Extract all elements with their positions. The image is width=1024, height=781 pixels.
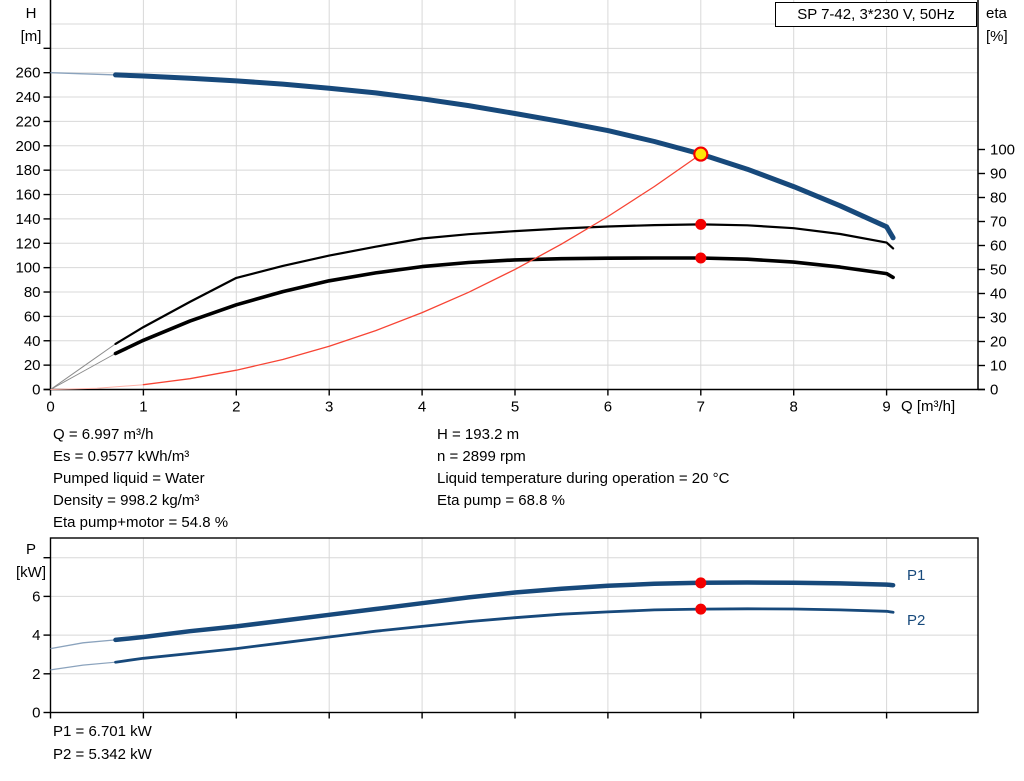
q-tick-label: 1 [139,399,147,416]
eta-tick-label: 80 [990,190,1007,207]
h-tick-label: 240 [15,89,40,106]
h-tick-label: 60 [24,308,41,325]
h-tick-label: 120 [15,235,40,252]
annotation-n: n = 2899 rpm [437,448,526,465]
annotation-es: Es = 0.9577 kWh/m³ [53,448,190,465]
duty-point-eta-pump-motor [695,252,707,264]
h-tick-label: 200 [15,138,40,155]
annotation-density: Density = 998.2 kg/m³ [53,492,200,509]
eta-pump-motor-curve-thin-segment [50,353,116,390]
h-tick-label: 80 [24,284,41,301]
eta-pump-motor-curve [113,256,895,356]
h-axis-unit-label: H [m] [12,2,50,48]
eta-pump-curve [114,223,895,345]
eta-axis-unit-label: eta [%] [986,2,1008,48]
p-tick-label: 2 [32,666,40,683]
eta-tick-label: 30 [990,310,1007,327]
annotation-eta-pump: Eta pump = 68.8 % [437,492,565,509]
eta-tick-label: 20 [990,334,1007,351]
annotation-p1: P1 = 6.701 kW [53,723,152,740]
head-curve-thin-segment [50,72,116,76]
annotation-eta-pump-motor: Eta pump+motor = 54.8 % [53,514,229,531]
eta-tick-label: 100 [990,142,1015,159]
eta-tick-label: 0 [990,382,998,399]
eta-tick-label: 50 [990,262,1007,279]
h-tick-label: 0 [32,382,40,399]
duty-point-p1 [695,577,707,589]
eta-tick-label: 70 [990,214,1007,231]
annotation-liquid-temperature: Liquid temperature during operation = 20… [437,470,730,487]
p1-curve-label: P1 [907,567,926,584]
h-axis-unit: [m] [20,28,42,45]
p-axis-unit: [kW] [16,564,46,581]
duty-point-p2 [695,603,707,615]
q-tick-label: 6 [604,399,612,416]
annotation-h: H = 193.2 m [437,426,520,443]
eta-tick-label: 60 [990,238,1007,255]
power-annotations: P1 = 6.701 kW P2 = 5.342 kW [53,720,152,766]
p2-curve [114,607,895,664]
eta-tick-label: 10 [990,358,1007,375]
q-tick-label: 5 [511,399,519,416]
duty-point-qh [693,146,709,162]
h-tick-label: 160 [15,187,40,204]
head-curve [113,72,896,241]
q-tick-label: 9 [882,399,890,416]
h-tick-label: 140 [15,211,40,228]
power-chart-border [49,537,979,714]
duty-point-eta-pump [695,218,707,230]
q-tick-label: 7 [697,399,705,416]
p-tick-label: 0 [32,705,40,722]
q-tick-label: 0 [46,399,54,416]
q-tick-label: 8 [790,399,798,416]
eta-axis-symbol: eta [986,5,1007,22]
annotation-column-left: Q = 6.997 m³/h Es = 0.9577 kWh/m³ Pumped… [53,424,228,534]
h-tick-label: 40 [24,333,41,350]
system-curve-thin-segment [50,384,144,390]
h-axis-symbol: H [25,5,37,22]
annotation-q: Q = 6.997 m³/h [53,426,154,443]
q-tick-label: 4 [418,399,426,416]
q-tick-label: 2 [232,399,240,416]
p2-curve-label: P2 [907,612,926,629]
p-axis-unit-label: P [kW] [12,538,50,584]
annotation-pumped-liquid: Pumped liquid = Water [53,470,205,487]
eta-pump-curve-thin-segment [50,343,116,390]
annotation-p2: P2 = 5.342 kW [53,746,152,763]
p-tick-label: 6 [32,588,40,605]
h-tick-label: 100 [15,260,40,277]
h-tick-label: 180 [15,162,40,179]
eta-tick-label: 40 [990,286,1007,303]
p1-curve [113,580,896,643]
annotation-column-right: H = 193.2 m n = 2899 rpm Liquid temperat… [437,424,729,512]
h-tick-label: 20 [24,357,41,374]
p-tick-label: 4 [32,627,40,644]
pump-title-box: SP 7-42, 3*230 V, 50Hz [775,2,977,27]
system-curve [142,153,702,386]
h-tick-label: 220 [15,113,40,130]
p2-curve-thin-segment [50,661,116,671]
eta-tick-label: 90 [990,166,1007,183]
q-tick-label: 3 [325,399,333,416]
eta-axis-unit: [%] [986,28,1008,45]
p-axis-symbol: P [25,541,36,558]
q-axis-label: Q [m³/h] [901,398,956,415]
h-tick-label: 260 [15,65,40,82]
p1-curve-thin-segment [50,639,116,650]
